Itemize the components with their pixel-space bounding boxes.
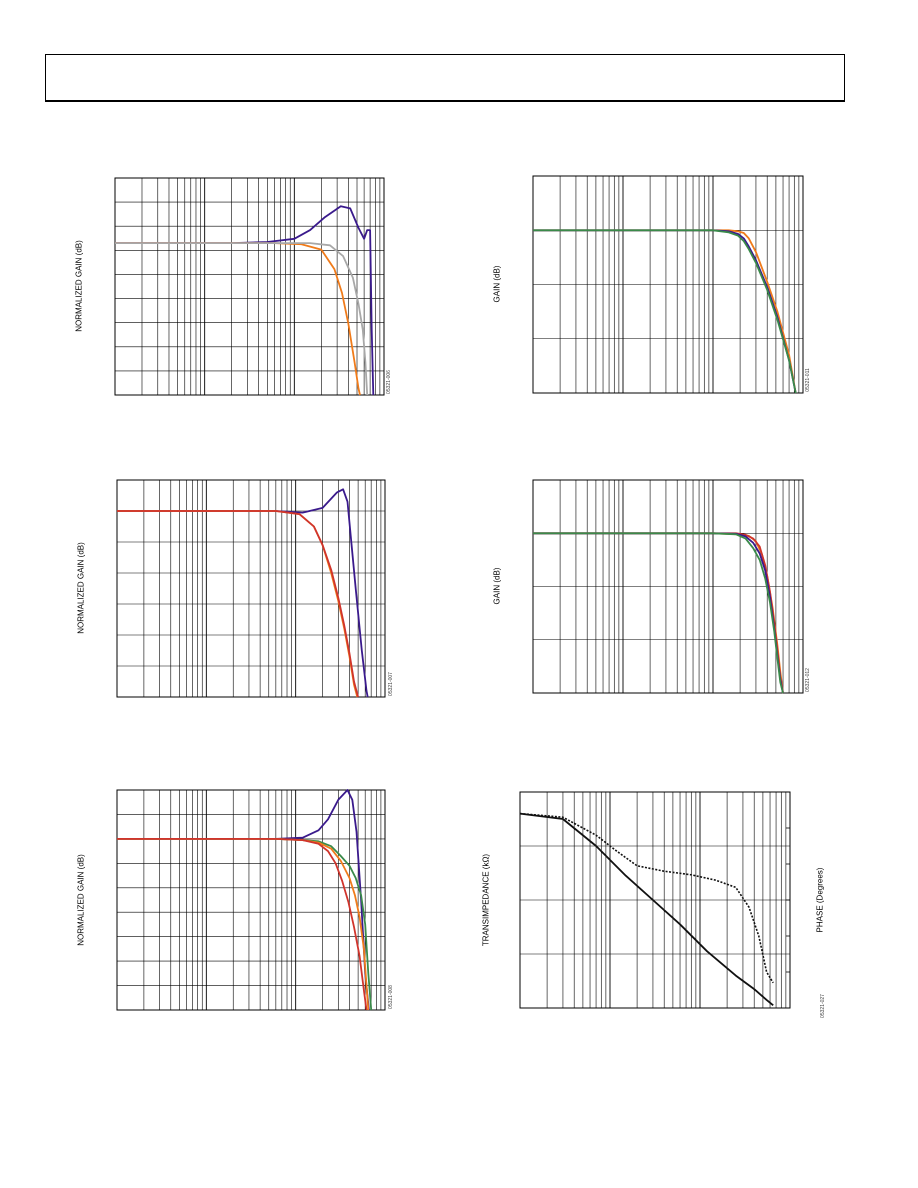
chart-panel-1-svg <box>114 177 385 396</box>
series-line-red-2 <box>117 510 359 698</box>
series-line-red-1 <box>533 532 784 694</box>
chart-panel-2 <box>532 175 804 394</box>
chart-panel-2-svg <box>532 175 804 394</box>
plot-frame <box>116 479 386 698</box>
y-axis-label-2: GAIN (dB) <box>492 265 502 303</box>
plot-frame <box>114 177 385 396</box>
y-axis-label-6: TRANSIMPEDANCE (kΩ) <box>481 853 491 947</box>
chart-panel-1 <box>114 177 385 396</box>
y-axis-label-4: GAIN (dB) <box>492 567 502 605</box>
chart-panel-5-svg <box>116 789 386 1011</box>
y-axis-label-3: NORMALIZED GAIN (dB) <box>76 542 86 634</box>
figure-number-6: 05321-027 <box>820 994 826 1018</box>
plot-frame <box>519 791 791 1009</box>
page-header-box <box>45 54 845 102</box>
series-line-green-1 <box>117 838 373 1011</box>
figure-number-2: 05321-011 <box>805 368 811 392</box>
plot-frame <box>116 789 386 1011</box>
y2-axis-label-6: PHASE (Degrees) <box>815 867 825 933</box>
series-line-orange-2 <box>117 838 370 1011</box>
series-line-blue-0 <box>117 789 370 1011</box>
series-line-green-2 <box>533 229 797 394</box>
series-line-orange-0 <box>533 229 797 394</box>
series-line-orange-1 <box>115 242 361 396</box>
series-line-red-3 <box>117 838 368 1011</box>
plot-frame <box>532 175 804 394</box>
figure-number-5: 05321-008 <box>388 985 394 1009</box>
series-line-black-1 <box>519 812 774 984</box>
figure-number-4: 05321-012 <box>805 668 811 692</box>
series-line-blue-0 <box>115 205 375 396</box>
series-line-green-3 <box>533 532 784 694</box>
chart-panel-6 <box>519 791 791 1009</box>
chart-panel-4-svg <box>532 479 804 694</box>
series-line-blue-0 <box>117 488 369 698</box>
series-line-black-0 <box>519 812 774 1006</box>
chart-panel-3 <box>116 479 386 698</box>
y-axis-label-5: NORMALIZED GAIN (dB) <box>76 854 86 946</box>
chart-panel-5 <box>116 789 386 1011</box>
series-line-gray-2 <box>115 242 369 396</box>
figure-number-1: 05321-006 <box>386 370 392 394</box>
chart-panel-6-svg <box>519 791 791 1009</box>
series-line-orange-0 <box>533 532 784 694</box>
figure-number-3: 05321-007 <box>388 672 394 696</box>
plot-frame <box>532 479 804 694</box>
chart-panel-3-svg <box>116 479 386 698</box>
y-axis-label-1: NORMALIZED GAIN (dB) <box>74 240 84 332</box>
chart-panel-4 <box>532 479 804 694</box>
series-line-blue-2 <box>533 532 784 694</box>
